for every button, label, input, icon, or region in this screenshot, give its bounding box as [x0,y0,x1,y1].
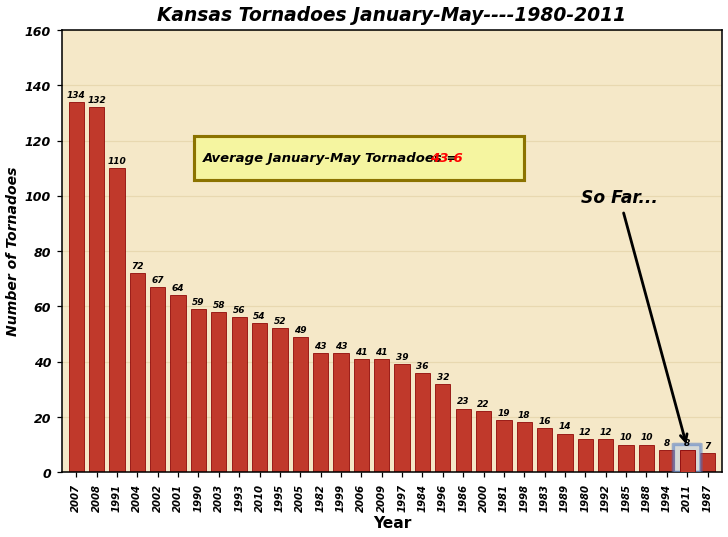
Bar [679,450,695,473]
Bar [619,445,633,473]
Bar [435,384,451,473]
Bar [496,420,512,473]
Bar [517,423,532,473]
Bar [272,329,288,473]
Bar [558,434,573,473]
Text: 12: 12 [599,427,612,437]
Text: 52: 52 [274,317,286,326]
FancyBboxPatch shape [194,136,524,181]
Bar [659,450,674,473]
Text: 59: 59 [192,297,205,307]
Bar [598,439,614,473]
Bar [700,453,715,473]
Bar [354,359,369,473]
Text: 134: 134 [67,91,86,99]
Text: 64: 64 [172,284,184,293]
Bar [191,309,206,473]
Text: 8: 8 [684,438,690,447]
Bar [313,353,328,473]
Bar [252,323,267,473]
Text: 19: 19 [498,408,510,417]
Bar [638,445,654,473]
Text: 43: 43 [314,342,327,351]
Bar [578,439,593,473]
Text: 32: 32 [437,372,449,381]
Text: 39: 39 [396,353,408,362]
Title: Kansas Tornadoes January-May----1980-2011: Kansas Tornadoes January-May----1980-201… [157,6,627,25]
Bar [395,365,410,473]
Bar [679,450,695,473]
Bar [537,428,553,473]
Bar [456,409,471,473]
X-axis label: Year: Year [373,516,411,531]
Bar [333,353,349,473]
Bar [150,287,165,473]
Text: 49: 49 [294,325,306,334]
Bar [415,373,430,473]
Text: 8: 8 [664,438,670,447]
Text: Average January-May Tornadoes =: Average January-May Tornadoes = [202,152,463,165]
Bar [293,337,308,473]
Bar [374,359,389,473]
Bar [68,103,84,473]
Bar [211,312,226,473]
Text: 10: 10 [640,433,653,442]
Text: 14: 14 [558,422,571,431]
Text: 22: 22 [478,400,490,409]
Text: 132: 132 [87,96,106,105]
Text: 56: 56 [233,306,245,315]
Text: 110: 110 [108,157,127,166]
Text: 12: 12 [579,427,592,437]
Y-axis label: Number of Tornadoes: Number of Tornadoes [7,167,20,336]
Bar [89,108,104,473]
Text: 72: 72 [131,262,143,271]
Bar [476,411,491,473]
Text: 10: 10 [620,433,633,442]
Text: 41: 41 [355,347,368,357]
Text: 58: 58 [213,300,225,309]
Bar [170,295,186,473]
Text: 23: 23 [457,397,470,406]
Text: So Far...: So Far... [581,189,687,441]
Text: 16: 16 [539,416,551,425]
Text: 54: 54 [253,311,266,321]
Text: 67: 67 [151,275,164,285]
Bar [109,169,124,473]
Text: 41: 41 [376,347,388,357]
Text: 43: 43 [335,342,347,351]
Text: 18: 18 [518,411,531,420]
FancyBboxPatch shape [673,445,701,473]
Text: 43.6: 43.6 [430,152,463,165]
Bar [130,273,145,473]
Bar [232,318,247,473]
Text: 7: 7 [705,441,711,450]
Text: 36: 36 [416,361,429,370]
